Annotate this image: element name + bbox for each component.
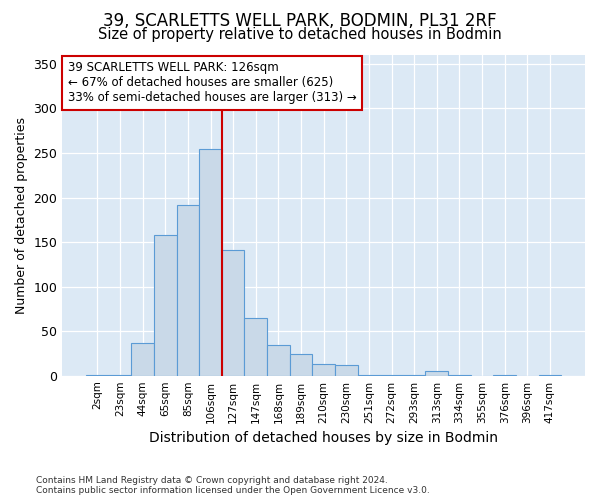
Bar — [222, 250, 244, 376]
Text: 39 SCARLETTS WELL PARK: 126sqm
← 67% of detached houses are smaller (625)
33% of: 39 SCARLETTS WELL PARK: 126sqm ← 67% of … — [68, 62, 356, 104]
Bar — [267, 344, 290, 376]
Bar — [313, 364, 335, 376]
Bar — [425, 371, 448, 376]
Bar — [86, 375, 109, 376]
Bar — [109, 375, 131, 376]
Text: Contains public sector information licensed under the Open Government Licence v3: Contains public sector information licen… — [36, 486, 430, 495]
Bar — [244, 318, 267, 376]
Bar — [380, 375, 403, 376]
Bar — [403, 375, 425, 376]
Bar — [154, 235, 176, 376]
Text: 39, SCARLETTS WELL PARK, BODMIN, PL31 2RF: 39, SCARLETTS WELL PARK, BODMIN, PL31 2R… — [103, 12, 497, 30]
Bar — [358, 375, 380, 376]
Bar — [176, 204, 199, 376]
X-axis label: Distribution of detached houses by size in Bodmin: Distribution of detached houses by size … — [149, 431, 498, 445]
Text: Size of property relative to detached houses in Bodmin: Size of property relative to detached ho… — [98, 28, 502, 42]
Bar — [290, 354, 313, 376]
Bar — [131, 342, 154, 376]
Bar — [199, 148, 222, 376]
Y-axis label: Number of detached properties: Number of detached properties — [15, 117, 28, 314]
Bar — [493, 375, 516, 376]
Text: Contains HM Land Registry data © Crown copyright and database right 2024.: Contains HM Land Registry data © Crown c… — [36, 476, 388, 485]
Bar — [448, 375, 471, 376]
Bar — [335, 365, 358, 376]
Bar — [539, 375, 561, 376]
